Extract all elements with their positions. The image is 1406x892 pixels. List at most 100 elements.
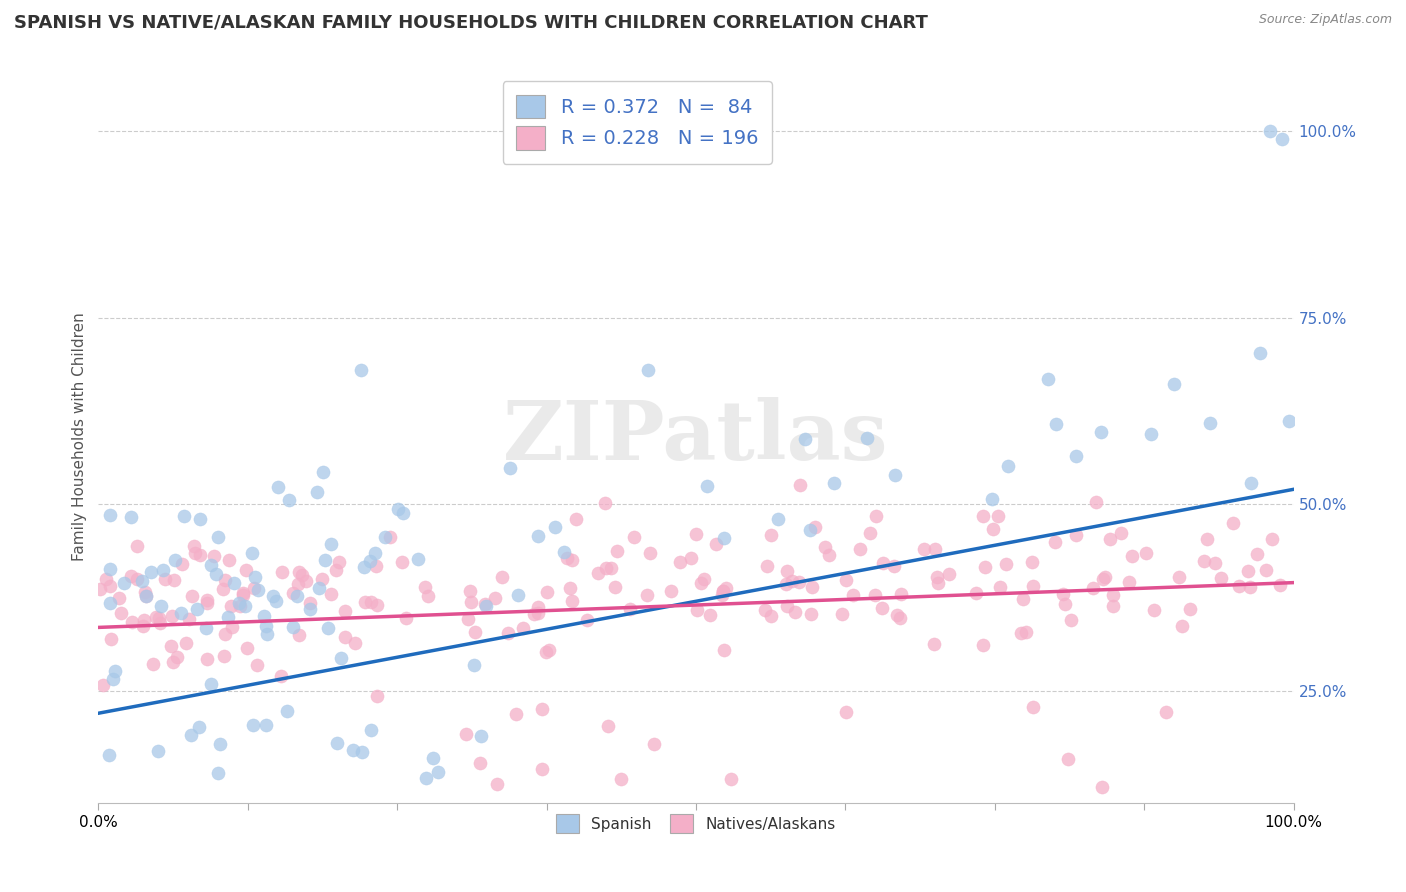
Point	[973, 560, 995, 574]
Point	[1012, 591, 1035, 606]
Point	[183, 539, 205, 553]
Point	[988, 580, 1011, 594]
Point	[100, 632, 122, 647]
Point	[1278, 414, 1301, 428]
Point	[163, 553, 186, 567]
Point	[325, 563, 347, 577]
Point	[329, 650, 352, 665]
Point	[173, 508, 195, 523]
Point	[408, 552, 430, 566]
Point	[392, 506, 415, 520]
Point	[228, 596, 250, 610]
Point	[1084, 495, 1107, 509]
Point	[299, 596, 322, 610]
Point	[595, 561, 617, 575]
Point	[177, 612, 200, 626]
Text: ZIPatlas: ZIPatlas	[503, 397, 889, 477]
Point	[1094, 570, 1116, 584]
Point	[710, 588, 733, 602]
Point	[162, 656, 184, 670]
Point	[1102, 599, 1125, 613]
Point	[326, 736, 349, 750]
Point	[1239, 475, 1261, 490]
Point	[197, 596, 219, 610]
Legend: Spanish, Natives/Alaskans: Spanish, Natives/Alaskans	[550, 808, 842, 839]
Point	[366, 689, 388, 703]
Point	[793, 433, 815, 447]
Point	[536, 585, 558, 599]
Point	[560, 581, 582, 595]
Point	[530, 701, 553, 715]
Point	[924, 542, 946, 557]
Point	[120, 510, 142, 524]
Point	[212, 648, 235, 663]
Point	[661, 583, 683, 598]
Point	[785, 606, 807, 620]
Point	[553, 545, 575, 559]
Point	[155, 572, 177, 586]
Point	[104, 665, 127, 679]
Point	[927, 576, 949, 591]
Point	[148, 743, 170, 757]
Point	[782, 574, 804, 588]
Point	[463, 658, 485, 673]
Point	[195, 651, 218, 665]
Point	[422, 751, 444, 765]
Point	[523, 607, 546, 621]
Point	[205, 567, 228, 582]
Point	[693, 572, 716, 586]
Point	[89, 582, 111, 597]
Point	[787, 575, 810, 590]
Point	[413, 580, 436, 594]
Point	[526, 529, 548, 543]
Point	[218, 553, 240, 567]
Point	[374, 530, 396, 544]
Point	[256, 627, 278, 641]
Point	[883, 467, 905, 482]
Point	[474, 597, 496, 611]
Point	[160, 609, 183, 624]
Point	[842, 588, 865, 602]
Point	[387, 502, 409, 516]
Point	[972, 638, 994, 652]
Point	[754, 602, 776, 616]
Point	[1045, 417, 1067, 431]
Point	[91, 678, 114, 692]
Point	[512, 621, 534, 635]
Point	[314, 553, 336, 567]
Point	[264, 594, 287, 608]
Point	[271, 566, 294, 580]
Point	[499, 460, 522, 475]
Point	[863, 588, 886, 602]
Point	[638, 546, 661, 560]
Point	[1015, 625, 1038, 640]
Point	[233, 599, 256, 613]
Point	[1271, 131, 1294, 145]
Point	[609, 772, 631, 786]
Point	[170, 606, 193, 620]
Point	[1222, 516, 1244, 530]
Point	[1254, 563, 1277, 577]
Point	[149, 615, 172, 630]
Point	[221, 620, 243, 634]
Point	[243, 582, 266, 596]
Point	[1168, 570, 1191, 584]
Point	[776, 564, 799, 578]
Point	[195, 593, 218, 607]
Point	[637, 363, 659, 377]
Point	[214, 573, 236, 587]
Point	[100, 561, 122, 575]
Point	[1091, 572, 1114, 586]
Point	[360, 594, 382, 608]
Point	[912, 541, 935, 556]
Point	[316, 621, 339, 635]
Point	[335, 631, 357, 645]
Point	[135, 589, 157, 603]
Point	[1099, 532, 1122, 546]
Point	[1022, 579, 1045, 593]
Point	[246, 657, 269, 672]
Point	[714, 582, 737, 596]
Point	[1249, 346, 1271, 360]
Point	[1091, 780, 1114, 794]
Point	[380, 530, 402, 544]
